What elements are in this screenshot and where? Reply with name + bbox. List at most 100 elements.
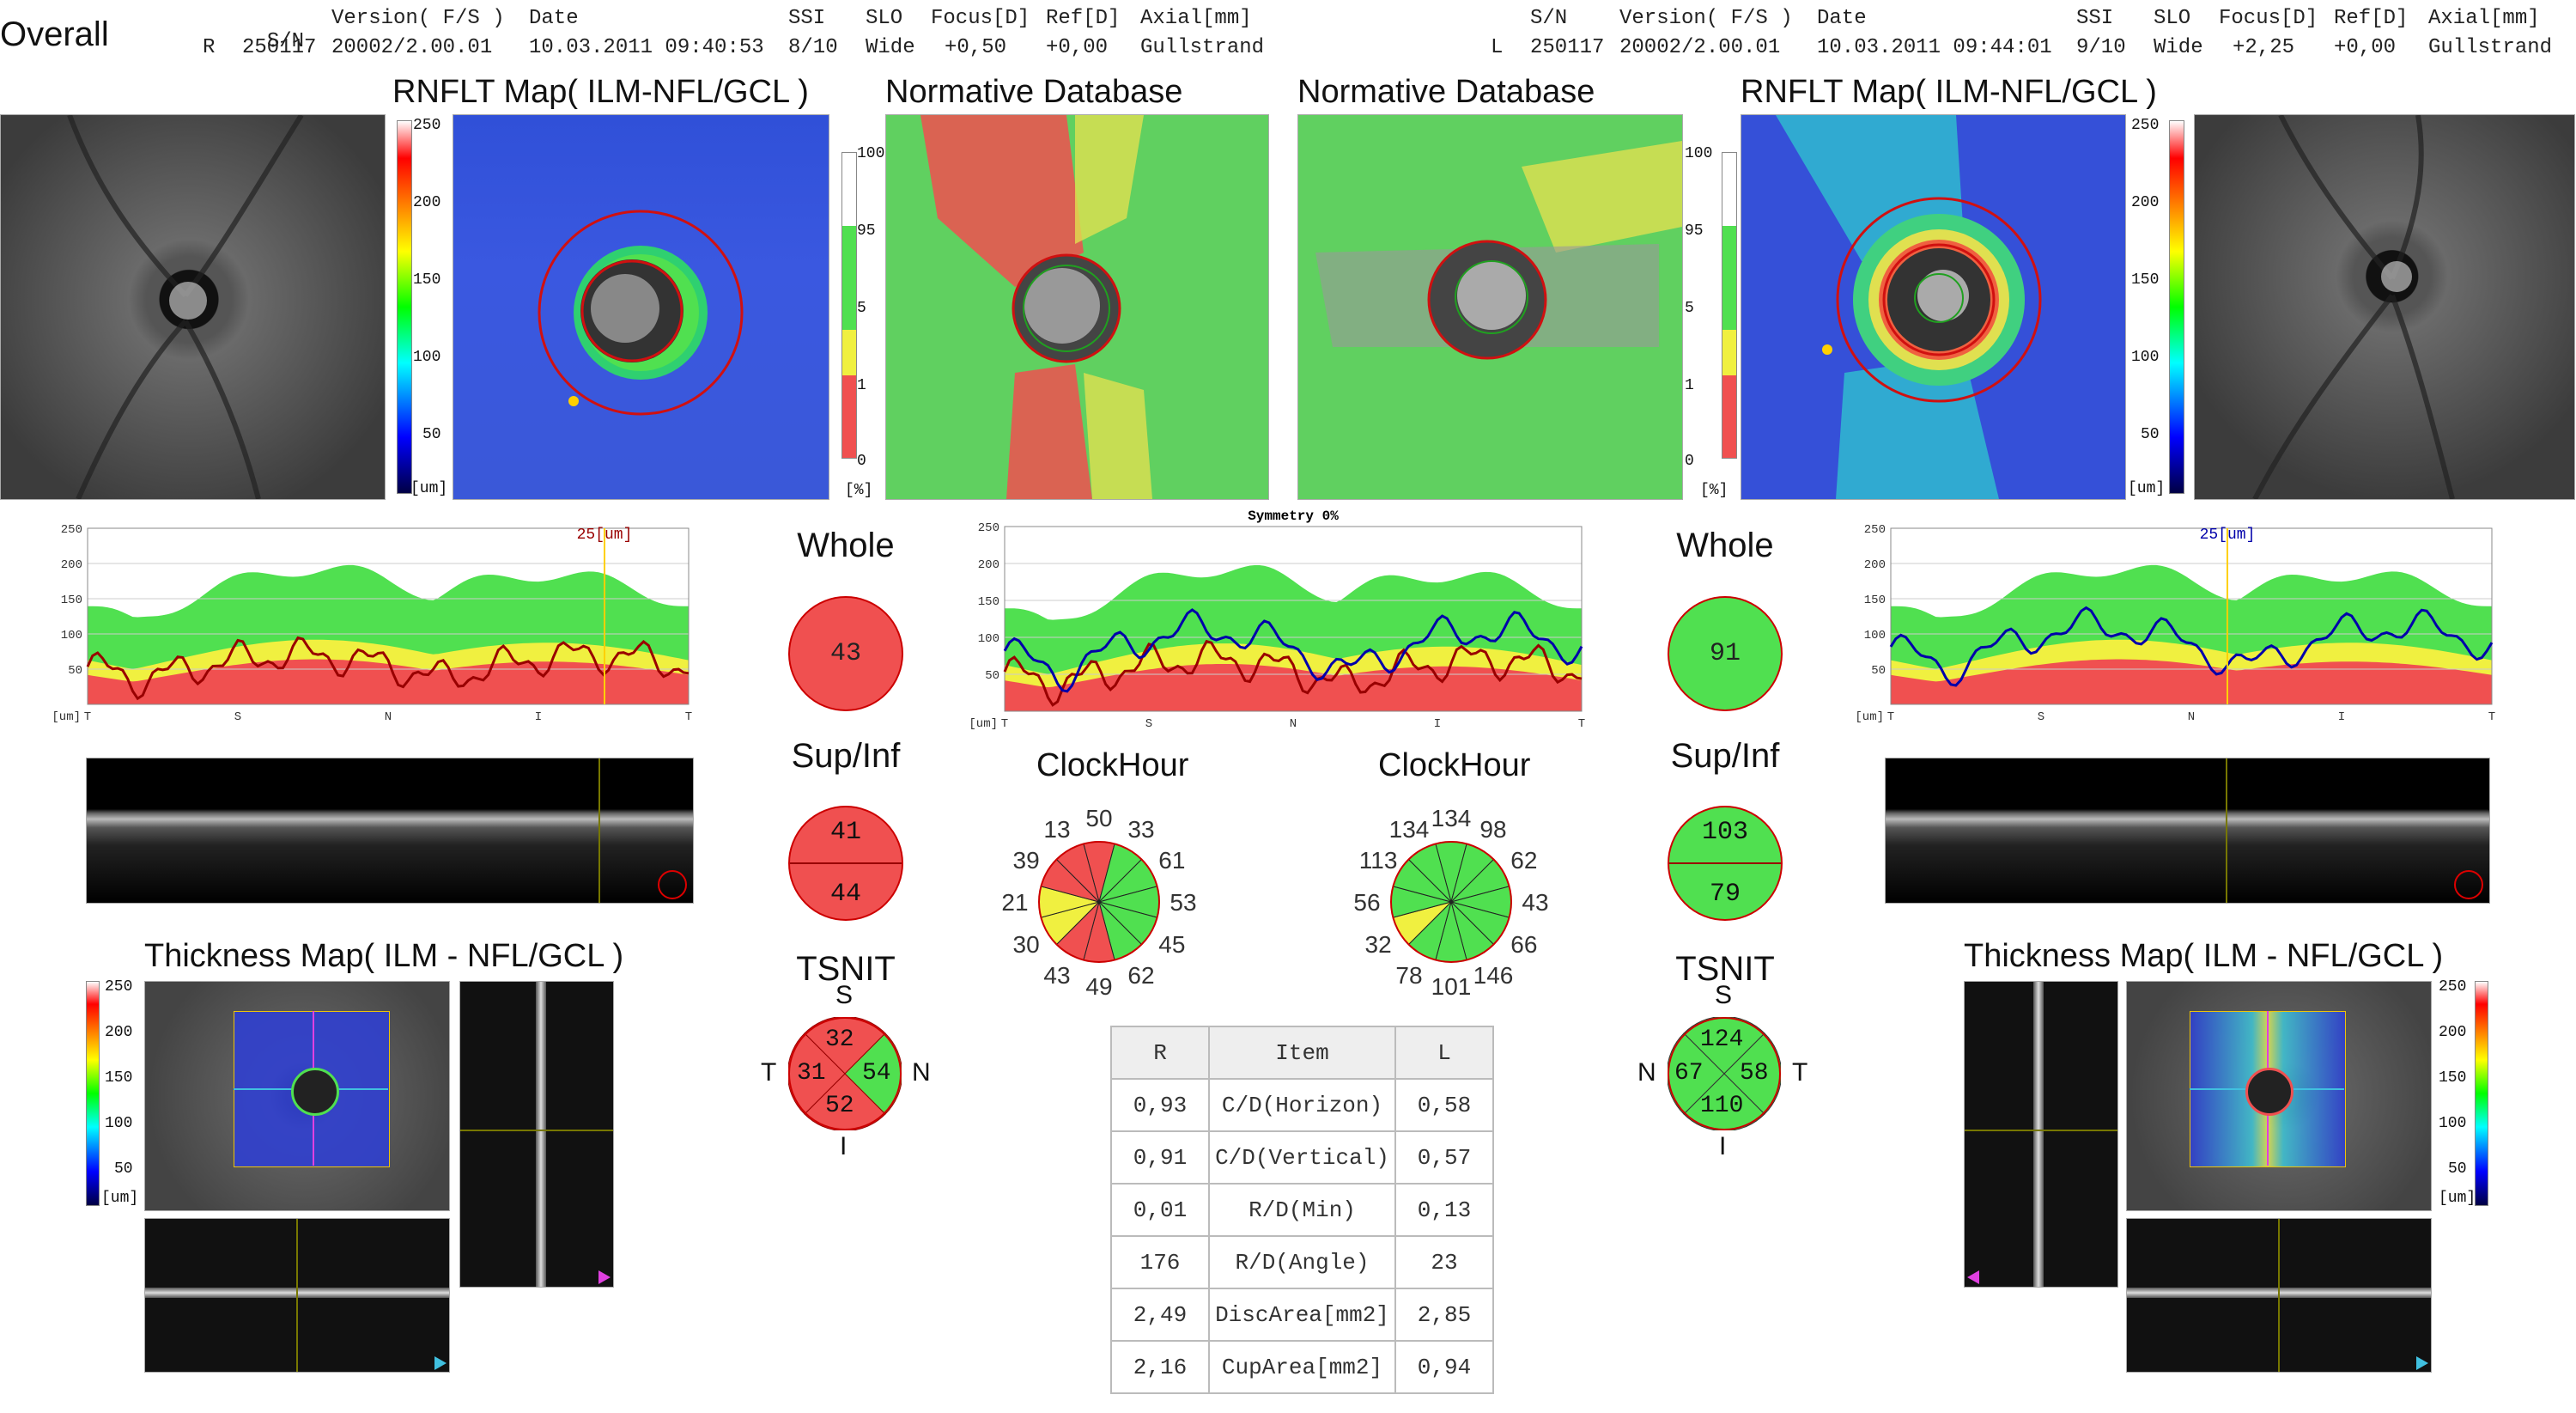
clock-border xyxy=(1390,841,1512,963)
um-scale-right-150: 150 xyxy=(2131,271,2160,289)
x-tick-label: T xyxy=(1001,717,1008,730)
r-label-ssi: SSI xyxy=(2076,7,2114,30)
tsnit-label-right: TSNIT xyxy=(1675,950,1775,988)
um-scale-right-50: 50 xyxy=(2141,426,2160,443)
tsnit-i-left: I xyxy=(840,1132,848,1160)
horizontal-bscan-right[interactable] xyxy=(2126,1218,2432,1373)
tsnit-s-left: S xyxy=(835,981,854,1009)
pct-left-unit: [%] xyxy=(845,482,873,499)
x-tick-label: S xyxy=(1145,717,1152,730)
cell-item: CupArea[mm2] xyxy=(1208,1340,1396,1394)
pct-left-1: 1 xyxy=(857,377,866,394)
cell-l: 0,13 xyxy=(1394,1183,1494,1237)
tsnit-t-value-left: 31 xyxy=(797,1060,826,1087)
tsnit-n-left: N xyxy=(912,1058,931,1087)
clock-value: 45 xyxy=(1158,931,1185,958)
pct-right-0: 0 xyxy=(1685,453,1694,470)
y-tick-label: 100 xyxy=(61,629,82,643)
r-slo-value: Wide xyxy=(2154,36,2203,59)
clock-value: 146 xyxy=(1473,962,1514,989)
bscan-left[interactable] xyxy=(86,758,694,904)
page-title: Overall xyxy=(0,15,109,53)
cell-r: 0,91 xyxy=(1110,1130,1210,1185)
clock-value: 78 xyxy=(1395,962,1422,989)
label-axial: Axial[mm] xyxy=(1140,7,1252,30)
tsnit-n-value-left: 54 xyxy=(862,1060,891,1087)
fundus-slo-right[interactable] xyxy=(2194,114,2575,500)
tsnit-s-value-left: 32 xyxy=(825,1026,854,1053)
x-tick-label: T xyxy=(685,710,692,724)
x-tick-label: N xyxy=(385,710,392,724)
supinf-label-left: Sup/Inf xyxy=(791,737,901,775)
clock-value: 53 xyxy=(1170,889,1196,916)
um-scale-right-200: 200 xyxy=(2131,194,2160,211)
clock-value: 62 xyxy=(1127,962,1154,989)
tsnit-n-value-right: 67 xyxy=(1674,1060,1704,1087)
horizontal-bscan-left[interactable] xyxy=(144,1218,450,1373)
tsnit-i-right: I xyxy=(1719,1132,1727,1160)
y-tick-label: 50 xyxy=(1871,664,1886,678)
clock-border xyxy=(1038,841,1160,963)
cell-item: C/D(Vertical) xyxy=(1208,1130,1396,1185)
cell-l: 0,57 xyxy=(1394,1130,1494,1185)
supinf-divider xyxy=(790,862,902,864)
clock-value: 66 xyxy=(1510,931,1537,958)
r-label-date: Date xyxy=(1817,7,1867,30)
series-line xyxy=(86,636,690,701)
chart-frame xyxy=(1890,527,2493,705)
thick-scale-left-50: 50 xyxy=(114,1160,133,1178)
cell-r: 176 xyxy=(1110,1235,1210,1289)
x-tick-label: S xyxy=(2038,710,2044,724)
pct-left-5: 5 xyxy=(857,300,866,317)
inf-value-left: 44 xyxy=(829,880,861,909)
fundus-slo-left[interactable] xyxy=(0,114,386,500)
rnflt-map-left[interactable] xyxy=(453,114,829,500)
cell-item: DiscArea[mm2] xyxy=(1208,1288,1396,1342)
eye-l: L xyxy=(1491,36,1504,59)
x-tick-label: N xyxy=(1290,717,1297,730)
pct-left-0: 0 xyxy=(857,453,866,470)
whole-label-right: Whole xyxy=(1676,527,1774,564)
y-tick-label: 250 xyxy=(978,521,999,535)
bscan-right[interactable] xyxy=(1885,758,2490,904)
thick-scale-right-100: 100 xyxy=(2439,1115,2467,1132)
rnflt-map-right[interactable] xyxy=(1741,114,2126,500)
thickness-map-left[interactable] xyxy=(144,981,450,1211)
thick-scale-right-unit: [um] xyxy=(2439,1190,2476,1207)
ref-value: +0,00 xyxy=(1046,36,1109,59)
table-row: 0,91 C/D(Vertical) 0,57 xyxy=(1110,1130,1494,1185)
clock-value: 98 xyxy=(1479,816,1506,843)
whole-circle-right: 91 xyxy=(1668,596,1783,711)
clock-value: 21 xyxy=(1001,889,1028,916)
y-tick-label: 200 xyxy=(978,558,999,572)
bscan-right-cursor xyxy=(2226,758,2227,903)
thickness-map-right[interactable] xyxy=(2126,981,2432,1211)
clock-value: 43 xyxy=(1043,962,1070,989)
tsnit-i-value-right: 110 xyxy=(1700,1093,1744,1119)
vertical-bscan-left[interactable] xyxy=(459,981,614,1288)
label-ref: Ref[D] xyxy=(1046,7,1121,30)
y-axis-unit: [um] xyxy=(52,710,81,724)
um-scale-left-200: 200 xyxy=(413,194,441,211)
y-tick-label: 100 xyxy=(978,632,999,646)
thick-scale-left-bar xyxy=(86,981,100,1206)
normative-map-left[interactable] xyxy=(885,114,1269,500)
vertical-bscan-right[interactable] xyxy=(1964,981,2118,1288)
ssi-value: 8/10 xyxy=(788,36,838,59)
y-axis-unit: [um] xyxy=(1855,710,1884,724)
supinf-label-right: Sup/Inf xyxy=(1670,737,1780,775)
table-row: 176 R/D(Angle) 23 xyxy=(1110,1235,1494,1289)
label-focus: Focus[D] xyxy=(931,7,1030,30)
y-tick-label: 50 xyxy=(68,664,82,678)
normative-map-right[interactable] xyxy=(1297,114,1683,500)
table-row: 2,49 DiscArea[mm2] 2,85 xyxy=(1110,1288,1494,1342)
r-label-ref: Ref[D] xyxy=(2334,7,2409,30)
y-tick-label: 150 xyxy=(978,595,999,609)
version-value: 20002/2.00.01 xyxy=(331,36,493,59)
clock-value: 32 xyxy=(1365,931,1392,958)
supinf-circle-right: 103 79 xyxy=(1668,806,1783,921)
left-header-labels: S/N xyxy=(242,7,304,53)
thick-scale-right-250: 250 xyxy=(2439,978,2467,996)
